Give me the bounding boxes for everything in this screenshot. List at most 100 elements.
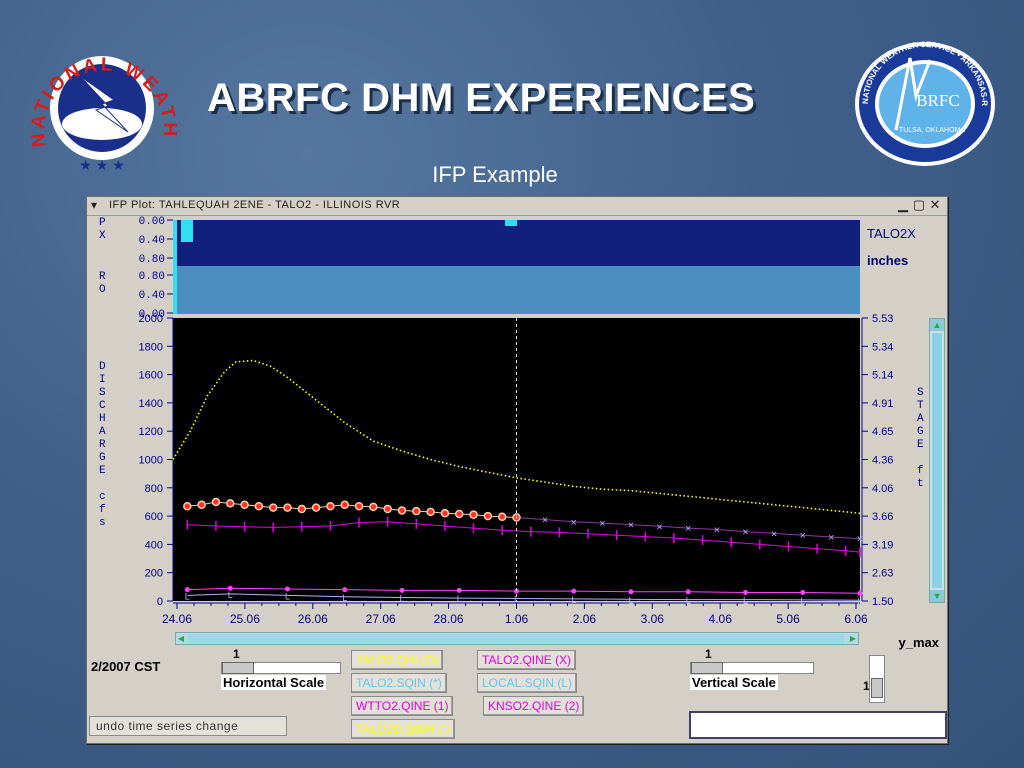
ymax-slider-thumb[interactable]	[871, 678, 883, 698]
series-point	[857, 590, 863, 596]
right-tick-label: 3.19	[872, 539, 893, 551]
scroll-up-icon[interactable]: ▲	[930, 319, 944, 331]
vertical-scroll-thumb[interactable]	[932, 333, 942, 588]
slide-title: ABRFC DHM EXPERIENCES	[207, 76, 756, 120]
series-point	[342, 587, 348, 593]
precip-ticks: 0.00 0.40 0.80 0.80 0.40 0.00	[139, 216, 173, 321]
series-point	[497, 512, 507, 522]
horizontal-scrollbar[interactable]: ◀ ▶	[175, 632, 859, 645]
series-point	[340, 500, 349, 510]
nws-logo: NATIONAL WEATHER SERVICE ★ ★ ★	[18, 28, 177, 173]
series-point: L	[185, 591, 190, 601]
series-point	[571, 588, 577, 594]
horizontal-scroll-thumb[interactable]	[188, 634, 844, 643]
scroll-left-icon[interactable]: ◀	[177, 634, 185, 643]
status-field[interactable]	[689, 711, 947, 739]
legend-button[interactable]: TALO2.QIN (O)	[351, 650, 444, 670]
ymax-label: y_max	[869, 635, 939, 655]
left-tick-label: 200	[145, 568, 163, 580]
undo-time-series-button[interactable]: undo time series change	[89, 716, 287, 736]
minimize-icon[interactable]: ▁	[898, 197, 908, 212]
left-axis: 0 200 400 600 800 1000 1200 1400 1600 1800 2000	[139, 313, 174, 608]
x-tick-label: 2.06	[573, 612, 597, 626]
window-titlebar[interactable]: ▾ IFP Plot: TAHLEQUAH 2ENE - TALO2 - ILL…	[87, 197, 947, 216]
vertical-scale-thumb[interactable]	[691, 662, 723, 674]
left-tick-label: 1000	[139, 455, 163, 467]
series-0	[172, 359, 861, 515]
abrfc-center-text: BRFC	[916, 91, 959, 110]
series-point	[743, 590, 748, 596]
series-point: ×	[771, 528, 777, 540]
precip-bar	[181, 220, 193, 242]
precip-bar	[505, 220, 517, 226]
series-point: L	[857, 596, 862, 606]
px-tick-label: 0.80	[139, 254, 165, 266]
series-point	[514, 588, 519, 594]
vertical-scrollbar[interactable]: ▲ ▼	[929, 318, 945, 603]
series-point	[800, 590, 806, 596]
scroll-right-icon[interactable]: ▶	[849, 634, 857, 643]
ymax-value: 1	[863, 679, 870, 693]
right-tick-label: 5.14	[872, 370, 893, 382]
precip-station-label: TALO2X	[867, 226, 916, 241]
maximize-icon[interactable]: ▢	[912, 197, 926, 212]
legend-button[interactable]: WTTO2.QINE (1)	[351, 696, 454, 716]
series-point	[297, 504, 307, 514]
series-point: ×	[628, 520, 634, 532]
series-2	[183, 497, 521, 522]
series-point	[354, 501, 364, 511]
series-5	[184, 585, 863, 596]
ymax-slider[interactable]	[869, 655, 885, 703]
discharge-axis-label: D I S C H A R G E c f s	[99, 361, 106, 529]
x-tick-label: 1.06	[505, 612, 529, 626]
series-point	[455, 509, 464, 519]
series-point: ×	[714, 525, 720, 537]
series-line	[187, 593, 861, 601]
date-label: 2/2007 CST	[91, 659, 161, 674]
legend-button[interactable]: TALO2.QINE (X)	[477, 650, 577, 670]
ro-panel	[173, 266, 860, 314]
vertical-scale-slider[interactable]	[690, 662, 814, 674]
horizontal-scale-slider[interactable]	[221, 662, 341, 674]
horizontal-scale-thumb[interactable]	[222, 662, 254, 674]
svg-text:★ ★ ★: ★ ★ ★	[79, 157, 124, 173]
scroll-down-icon[interactable]: ▼	[930, 590, 944, 602]
legend-button[interactable]: LOCAL.SQIN (L)	[477, 673, 578, 693]
legend-button[interactable]: TALO2D.QINH (:)	[351, 719, 455, 739]
series-point	[283, 503, 292, 512]
chevron-down-icon[interactable]: ▾	[91, 198, 98, 212]
px-tick-label: 0.00	[139, 216, 165, 228]
series-point	[240, 500, 249, 510]
abrfc-location: TULSA, OKLAHOMA	[899, 127, 965, 134]
series-point	[326, 501, 335, 511]
ro-tick-label: 0.80	[139, 271, 165, 283]
x-axis: 24.06 25.06 26.06 27.06 28.06 1.06 2.06 3.06 4.0…	[162, 602, 868, 626]
x-tick-label: 5.06	[776, 612, 800, 626]
ro-tick-label: 0.00	[139, 309, 165, 321]
series-point	[369, 502, 378, 512]
x-tick-label: 25.06	[230, 612, 260, 626]
series-line	[516, 517, 861, 540]
close-icon[interactable]: ✕	[929, 197, 941, 212]
series-point	[211, 497, 221, 507]
left-tick-label: 1200	[139, 426, 163, 438]
right-axis: 1.50 2.63 3.19 3.66 4.06 4.36 4.65 4.91 5.14 5.34…	[861, 313, 893, 608]
series-point: ×	[571, 517, 577, 529]
x-tick-label: 6.06	[844, 612, 868, 626]
hscale-value: 1	[233, 647, 240, 661]
legend-button[interactable]: TALO2.SQIN (*)	[351, 673, 447, 693]
legend-button[interactable]: KNSO2.QINE (2)	[483, 696, 585, 716]
series-point	[483, 511, 493, 521]
slide-subtitle: IFP Example	[432, 162, 558, 187]
left-tick-label: 800	[145, 483, 163, 495]
right-tick-label: 4.36	[872, 455, 893, 467]
ro-axis-label: R O	[99, 271, 106, 296]
px-tick-label: 0.40	[139, 235, 165, 247]
right-tick-label: 4.06	[872, 483, 893, 495]
left-tick-label: 1800	[139, 341, 163, 353]
series-point: ×	[828, 532, 834, 544]
ifp-plot[interactable]: 0.00 0.40 0.80 0.80 0.40 0.00 0 200 400 600 800 10…	[87, 197, 947, 627]
right-tick-label: 5.53	[872, 313, 893, 325]
